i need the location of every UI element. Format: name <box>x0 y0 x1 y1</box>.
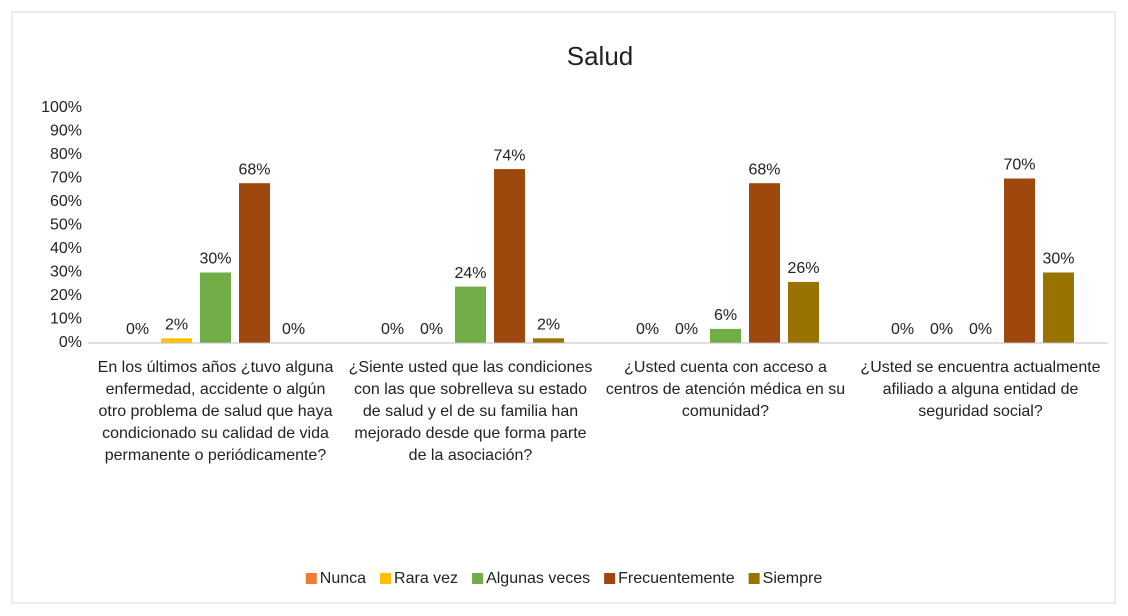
bar <box>710 328 741 343</box>
bar <box>200 272 231 343</box>
data-label: 24% <box>454 265 486 282</box>
legend-swatch <box>472 573 484 584</box>
data-label: 30% <box>199 251 231 268</box>
y-tick-label: 40% <box>50 240 82 257</box>
data-label: 30% <box>1042 251 1074 268</box>
data-label: 0% <box>126 321 149 338</box>
legend-label: Rara vez <box>394 570 458 587</box>
data-label: 74% <box>493 147 525 164</box>
legend-swatch <box>604 573 616 584</box>
x-tick-label-box: ¿Usted se encuentra actualmente afiliado… <box>860 359 1101 420</box>
bar <box>1004 178 1035 343</box>
x-tick-label-box: En los últimos años ¿tuvo alguna enferme… <box>97 359 334 464</box>
bar <box>749 183 780 343</box>
legend-swatch <box>380 573 392 584</box>
x-tick-label: ¿Usted cuenta con acceso a centros de at… <box>605 359 846 420</box>
data-label: 0% <box>969 321 992 338</box>
y-tick-label: 0% <box>59 334 82 351</box>
x-tick-label: ¿Siente usted que las condiciones con la… <box>348 359 593 464</box>
data-label: 0% <box>420 321 443 338</box>
data-label: 0% <box>930 321 953 338</box>
data-label: 0% <box>381 321 404 338</box>
y-tick-label: 90% <box>50 123 82 140</box>
data-label: 2% <box>537 317 560 334</box>
legend-label: Frecuentemente <box>618 570 735 587</box>
chart-title: Salud <box>567 41 634 71</box>
y-tick-label: 70% <box>50 170 82 187</box>
legend: Nunca Rara vez Algunas veces Frecuentemente… <box>305 570 823 587</box>
y-tick-label: 80% <box>50 146 82 163</box>
x-tick-label: En los últimos años ¿tuvo alguna enferme… <box>97 359 334 464</box>
data-label: 68% <box>748 161 780 178</box>
bar <box>161 338 192 343</box>
data-label: 0% <box>675 321 698 338</box>
bar <box>455 286 486 343</box>
bar <box>788 281 819 343</box>
bar <box>1043 272 1074 343</box>
y-tick-label: 50% <box>50 217 82 234</box>
legend-label: Nunca <box>320 570 366 587</box>
bar <box>239 183 270 343</box>
data-label: 26% <box>787 260 819 277</box>
legend-swatch <box>305 573 317 584</box>
data-label: 0% <box>282 321 305 338</box>
y-tick-label: 20% <box>50 287 82 304</box>
y-tick-label: 30% <box>50 264 82 281</box>
bar <box>533 338 564 343</box>
legend-label: Algunas veces <box>486 570 590 587</box>
legend-swatch <box>748 573 760 584</box>
data-label: 70% <box>1003 157 1035 174</box>
y-tick-label: 60% <box>50 193 82 210</box>
data-label: 6% <box>714 307 737 324</box>
y-tick-label: 10% <box>50 311 82 328</box>
y-tick-label: 100% <box>41 99 82 116</box>
x-tick-label: ¿Usted se encuentra actualmente afiliado… <box>860 359 1101 420</box>
bar <box>494 169 525 343</box>
x-tick-label-box: ¿Siente usted que las condiciones con la… <box>348 359 593 464</box>
data-label: 0% <box>636 321 659 338</box>
data-label: 68% <box>238 161 270 178</box>
data-label: 0% <box>891 321 914 338</box>
chart-border <box>11 11 1116 604</box>
data-label: 2% <box>165 317 188 334</box>
x-tick-label-box: ¿Usted cuenta con acceso a centros de at… <box>605 359 846 420</box>
legend-label: Siempre <box>763 570 823 587</box>
